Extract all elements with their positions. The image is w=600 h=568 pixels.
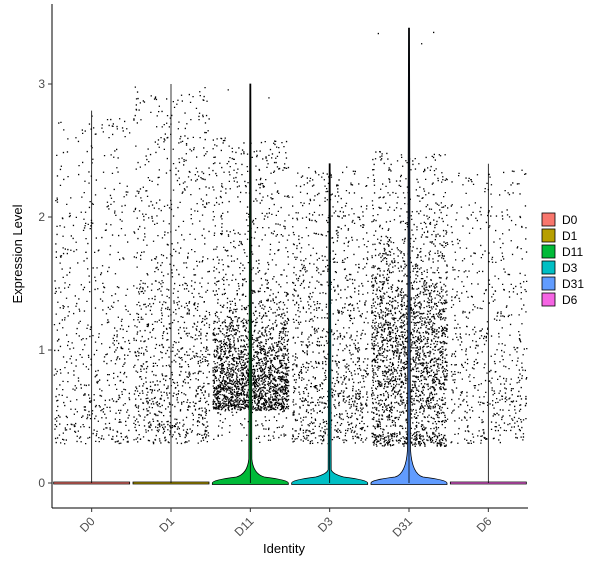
y-tick-label-1: 1	[38, 343, 45, 357]
x-tick-label-d6: D6	[474, 514, 495, 535]
points-d6	[450, 169, 528, 444]
points-cloud-d1	[133, 86, 211, 445]
points-d0	[53, 115, 131, 445]
legend-swatch-d6	[541, 292, 556, 307]
violin-d0	[53, 110, 131, 485]
x-axis-title: Identity	[263, 541, 305, 556]
violin-d11	[211, 83, 289, 485]
legend-item-d1: D1	[541, 228, 578, 243]
x-tick-label-d31: D31	[390, 514, 416, 540]
legend-label-d1: D1	[562, 229, 578, 243]
y-tick-label-3: 3	[38, 77, 45, 91]
legend-label-d11: D11	[562, 245, 583, 259]
violin-d1	[132, 84, 210, 485]
legend-swatch-d31	[541, 276, 556, 291]
axes-layer: 0 1 2 3 D0 D1 D11 D3 D31 D6	[38, 4, 528, 540]
x-tick-label-d0: D0	[77, 514, 98, 535]
legend-label-d31: D31	[562, 277, 584, 291]
legend-label-d6: D6	[562, 293, 578, 307]
legend-swatch-d11	[541, 244, 556, 259]
x-tick-label-d1: D1	[156, 514, 177, 535]
x-tick-label-d11: D11	[232, 514, 257, 539]
y-tick-label-2: 2	[38, 210, 45, 224]
legend-item-d0: D0	[541, 212, 578, 227]
legend-swatch-d1	[541, 228, 556, 243]
points-cloud-d6	[450, 169, 528, 444]
jitter-points-layer	[53, 31, 528, 448]
points-cloud-d0	[53, 115, 131, 445]
violin-d3	[291, 163, 369, 485]
legend-swatch-d3	[541, 260, 556, 275]
legend-item-d31: D31	[541, 276, 584, 291]
legend-label-d0: D0	[562, 213, 578, 227]
violin-d31	[370, 27, 448, 485]
y-tick-label-0: 0	[38, 476, 45, 490]
violin-d6	[449, 163, 527, 485]
legend: D0 D1 D11 D3 D31 D6	[541, 212, 584, 307]
violins-layer	[53, 27, 527, 485]
legend-item-d11: D11	[541, 244, 583, 259]
x-tick-label-d3: D3	[315, 514, 336, 535]
points-d1	[133, 86, 211, 445]
legend-swatch-d0	[541, 212, 556, 227]
y-axis-title: Expression Level	[10, 204, 25, 303]
legend-label-d3: D3	[562, 261, 578, 275]
legend-item-d3: D3	[541, 260, 578, 275]
legend-item-d6: D6	[541, 292, 578, 307]
